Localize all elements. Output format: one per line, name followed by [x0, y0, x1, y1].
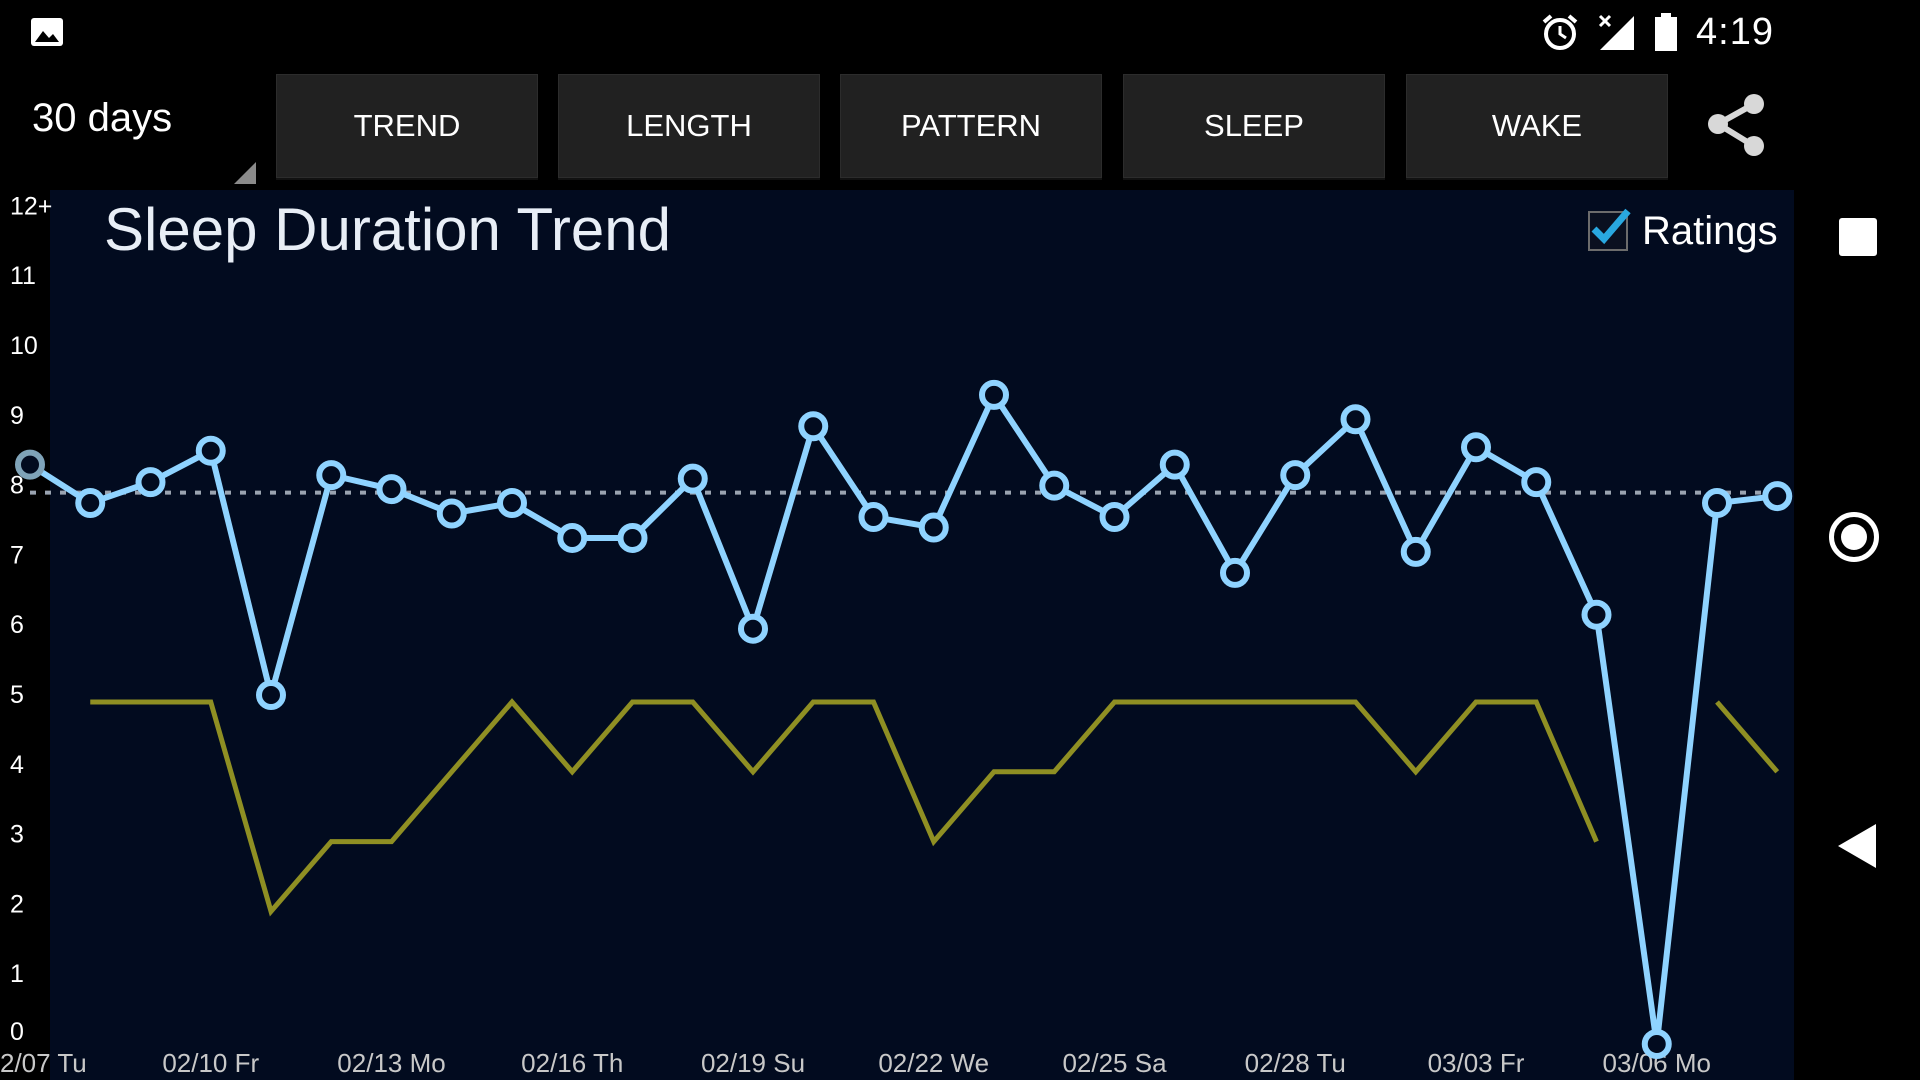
sleep-duration-chart: Sleep Duration Trend 0 1 2 3 4 5 6 7 8 9 10 11 12+ 2… — [0, 184, 1794, 1080]
plot-area — [50, 190, 1794, 1080]
x-tick-label: 02/19 Su — [701, 1048, 805, 1078]
y-tick-label: 6 — [10, 611, 24, 639]
y-axis-ticks: 0 1 2 3 4 5 6 7 8 9 10 11 12+ — [10, 192, 52, 1046]
data-point — [1220, 557, 1250, 588]
tab-pattern[interactable]: PATTERN — [840, 74, 1102, 178]
range-dropdown[interactable]: 30 days — [10, 96, 256, 195]
data-point — [738, 613, 768, 644]
data-point — [436, 498, 467, 529]
x-tick-label: 02/16 Th — [521, 1048, 623, 1078]
data-point — [1280, 460, 1311, 491]
data-point — [1039, 470, 1070, 501]
share-icon[interactable] — [1702, 90, 1772, 160]
data-point — [1581, 599, 1612, 630]
data-point — [195, 435, 226, 466]
ratings-toggle[interactable]: Ratings — [1588, 206, 1778, 256]
data-point — [858, 502, 889, 533]
data-point — [979, 379, 1009, 410]
y-tick-label: 7 — [10, 541, 24, 569]
y-tick-label: 12+ — [10, 192, 52, 220]
data-point — [918, 512, 949, 543]
home-icon-inner — [1841, 524, 1867, 550]
toolbar: 30 days TREND LENGTH PATTERN SLEEP WAKE — [0, 64, 1794, 195]
y-tick-label: 1 — [10, 960, 24, 988]
data-point — [376, 474, 407, 505]
y-tick-label: 8 — [10, 472, 24, 500]
back-icon[interactable] — [1838, 824, 1876, 868]
x-tick-label: 02/22 We — [878, 1048, 989, 1078]
data-point — [798, 411, 829, 442]
chart-title: Sleep Duration Trend — [104, 196, 671, 263]
data-point — [15, 449, 45, 480]
x-axis-ticks: 2/07 Tu 02/10 Fr 02/13 Mo 02/16 Th 02/19 Su 0… — [0, 1048, 1711, 1078]
data-point — [1521, 467, 1552, 498]
data-point — [1159, 449, 1190, 480]
data-point — [677, 463, 708, 494]
data-point — [1762, 481, 1793, 512]
data-point — [256, 680, 286, 710]
series-duration-points — [15, 379, 1793, 1059]
series-rating-line — [1715, 700, 1780, 774]
status-bar: 4:19 — [0, 0, 1794, 64]
y-tick-label: 5 — [10, 681, 24, 709]
data-point — [1340, 404, 1371, 435]
y-tick-label: 3 — [10, 821, 24, 849]
tab-length[interactable]: LENGTH — [558, 74, 820, 178]
recents-icon[interactable] — [1839, 218, 1877, 256]
data-point — [1099, 502, 1130, 533]
status-time: 4:19 — [1696, 10, 1774, 53]
data-point — [1641, 1029, 1672, 1059]
x-tick-label: 02/10 Fr — [162, 1048, 259, 1078]
data-point — [75, 488, 106, 519]
data-point — [1702, 488, 1732, 519]
y-tick-label: 4 — [10, 751, 24, 779]
y-tick-label: 9 — [10, 402, 24, 430]
ratings-label: Ratings — [1642, 208, 1778, 253]
range-dropdown-label: 30 days — [32, 96, 173, 140]
tab-trend[interactable]: TREND — [276, 74, 538, 178]
data-point — [1400, 536, 1431, 567]
checkmark-icon — [1591, 208, 1631, 245]
battery-icon — [1655, 13, 1678, 51]
x-tick-label: 02/25 Sa — [1062, 1048, 1167, 1078]
y-tick-label: 10 — [10, 332, 38, 360]
chart-area: Sleep Duration Trend 0 1 2 3 4 5 6 7 8 9 10 11 12+ 2… — [0, 184, 1794, 1080]
x-tick-label: 02/28 Tu — [1245, 1048, 1346, 1078]
gallery-icon — [31, 18, 63, 46]
data-point — [316, 460, 347, 491]
nav-bar — [1794, 0, 1920, 1080]
tab-wake[interactable]: WAKE — [1406, 74, 1668, 178]
ratings-checkbox[interactable] — [1588, 208, 1631, 251]
data-point — [135, 467, 166, 498]
home-icon[interactable] — [1829, 512, 1879, 562]
x-tick-label: 03/03 Fr — [1428, 1048, 1525, 1078]
signal-icon — [1598, 14, 1635, 50]
data-point — [617, 522, 648, 553]
data-point — [1461, 432, 1491, 463]
y-tick-label: 11 — [10, 262, 36, 290]
tab-sleep[interactable]: SLEEP — [1123, 74, 1385, 178]
x-tick-label: 2/07 Tu — [0, 1048, 87, 1078]
data-point — [557, 522, 588, 553]
series-rating-line — [90, 698, 1599, 917]
y-tick-label: 0 — [10, 1018, 24, 1046]
status-icons: 4:19 — [1540, 8, 1774, 56]
x-tick-label: 02/13 Mo — [337, 1048, 445, 1078]
data-point — [497, 488, 527, 519]
y-tick-label: 2 — [10, 890, 24, 918]
alarm-icon — [1542, 14, 1578, 50]
